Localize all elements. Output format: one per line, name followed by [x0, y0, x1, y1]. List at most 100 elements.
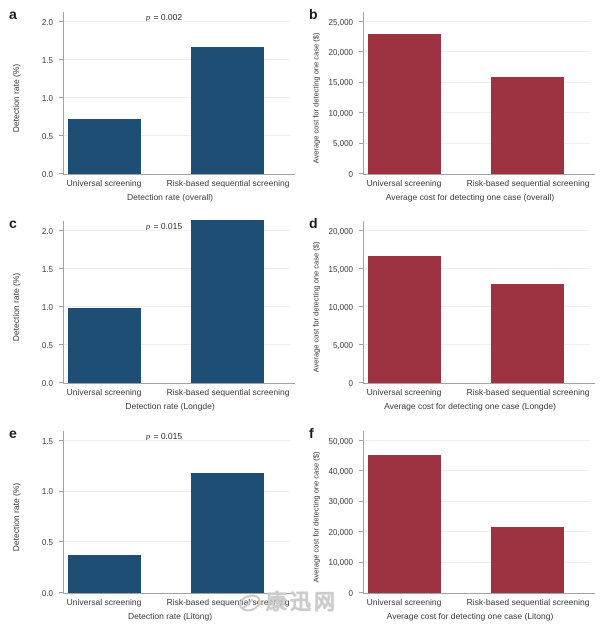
x-axis-title: Average cost for detecting one case (ove…: [385, 192, 555, 202]
x-axis-line: [63, 593, 295, 594]
bar-universal-screening: [368, 256, 441, 383]
y-tick-label: 10,000: [328, 558, 353, 568]
y-axis-line: [363, 221, 364, 384]
y-tick-mark: [359, 306, 364, 307]
panel-letter: f: [309, 425, 314, 441]
p-value-label: p = 0.002: [145, 12, 183, 22]
x-category-labels: Universal screening Risk-based sequential…: [364, 178, 590, 189]
x-category-label: Risk-based sequential screening: [166, 178, 290, 188]
gridline: [64, 541, 290, 543]
x-axis-line: [363, 383, 595, 384]
x-category-labels: Universal screening Risk-based sequential…: [64, 597, 290, 608]
x-category-label: Universal screening: [366, 597, 442, 607]
x-category-labels: Universal screening Risk-based sequential…: [64, 387, 290, 398]
y-tick-label: 0: [348, 378, 353, 388]
x-category-label: Risk-based sequential screening: [166, 387, 290, 397]
gridline: [364, 230, 590, 231]
y-tick-mark: [359, 51, 364, 53]
y-tick-mark: [359, 561, 364, 563]
y-axis-line: [363, 12, 364, 175]
x-axis-title: Detection rate (overall): [127, 192, 213, 202]
bar-risk-based-sequential-screening: [491, 76, 564, 174]
y-tick-label: 2.0: [41, 226, 53, 236]
y-tick-mark: [359, 592, 364, 593]
panel-letter: d: [309, 215, 318, 231]
gridline: [64, 230, 290, 231]
gridline: [64, 135, 290, 136]
panel-letter: e: [9, 425, 17, 441]
y-tick-label: 0.0: [41, 169, 53, 179]
y-tick-mark: [59, 97, 64, 98]
y-tick-mark: [359, 81, 364, 83]
y-tick-label: 10,000: [328, 302, 353, 312]
gridline: [364, 112, 590, 114]
y-tick-mark: [59, 306, 64, 307]
gridline: [64, 21, 290, 22]
plot-area: [359, 12, 595, 175]
gridline: [364, 344, 590, 345]
panel-letter: a: [9, 6, 17, 22]
y-tick-label: 1.0: [41, 487, 53, 497]
bar-risk-based-sequential-screening: [191, 473, 264, 593]
bar-risk-based-sequential-screening: [491, 527, 564, 593]
bar-risk-based-sequential-screening: [191, 47, 264, 174]
y-tick-label: 1.0: [41, 302, 53, 312]
y-axis-tick-labels: 0.0 0.5 1.0 1.5 2.0: [0, 227, 56, 388]
gridline: [64, 306, 290, 307]
plot-area: p = 0.015: [59, 431, 295, 594]
y-tick-label: 0.5: [41, 537, 53, 547]
y-tick-label: 25,000: [328, 17, 353, 27]
y-tick-mark: [59, 173, 64, 174]
panel-e-detection-rate-litong: e Detection rate (%) 0.0 0.5 1.0 1.5 p = 0.…: [0, 419, 300, 628]
x-axis-line: [363, 593, 595, 594]
bar-risk-based-sequential-screening: [191, 219, 264, 383]
y-tick-label: 20,000: [328, 47, 353, 57]
gridline: [64, 97, 290, 98]
gridline: [364, 51, 590, 53]
y-tick-mark: [59, 541, 64, 543]
gridline: [364, 440, 590, 441]
panel-letter: c: [9, 215, 17, 231]
gridline: [364, 531, 590, 533]
y-tick-label: 1.5: [41, 436, 53, 446]
x-category-label: Risk-based sequential screening: [166, 597, 290, 607]
y-tick-mark: [359, 531, 364, 533]
x-axis-title: Average cost for detecting one case (Lon…: [384, 401, 556, 411]
y-tick-mark: [359, 500, 364, 502]
y-axis-tick-labels: 0.0 0.5 1.0 1.5: [0, 437, 56, 598]
y-tick-label: 0: [348, 588, 353, 598]
x-axis-title: Detection rate (Litong): [127, 611, 213, 621]
panel-f-cost-litong: f Average cost for detecting one case ($…: [300, 419, 600, 628]
panel-b-cost-overall: b Average cost for detecting one case ($…: [300, 0, 600, 209]
y-axis-line: [63, 431, 64, 594]
y-tick-label: 5,000: [332, 340, 353, 350]
plot-area: p = 0.002: [59, 12, 295, 175]
bar-universal-screening: [68, 118, 141, 174]
y-tick-mark: [59, 440, 64, 441]
x-category-labels: Universal screening Risk-based sequential…: [364, 387, 590, 398]
gridline: [64, 344, 290, 345]
gridline: [364, 561, 590, 563]
y-tick-label: 15,000: [328, 78, 353, 88]
gridline: [364, 470, 590, 472]
gridline: [64, 59, 290, 60]
y-tick-mark: [359, 268, 364, 269]
y-tick-label: 20,000: [328, 527, 353, 537]
y-tick-mark: [59, 490, 64, 492]
y-tick-mark: [59, 592, 64, 593]
y-tick-mark: [359, 382, 364, 383]
x-category-label: Universal screening: [366, 178, 442, 188]
panel-d-cost-longde: d Average cost for detecting one case ($…: [300, 209, 600, 419]
plot-area: [359, 221, 595, 384]
bar-universal-screening: [368, 33, 441, 174]
y-tick-mark: [59, 344, 64, 345]
y-tick-mark: [359, 21, 364, 22]
y-tick-label: 2.0: [41, 17, 53, 27]
bar-universal-screening: [68, 554, 141, 593]
y-tick-label: 1.5: [41, 264, 53, 274]
y-tick-mark: [59, 268, 64, 269]
gridline: [64, 490, 290, 492]
gridline: [364, 500, 590, 502]
